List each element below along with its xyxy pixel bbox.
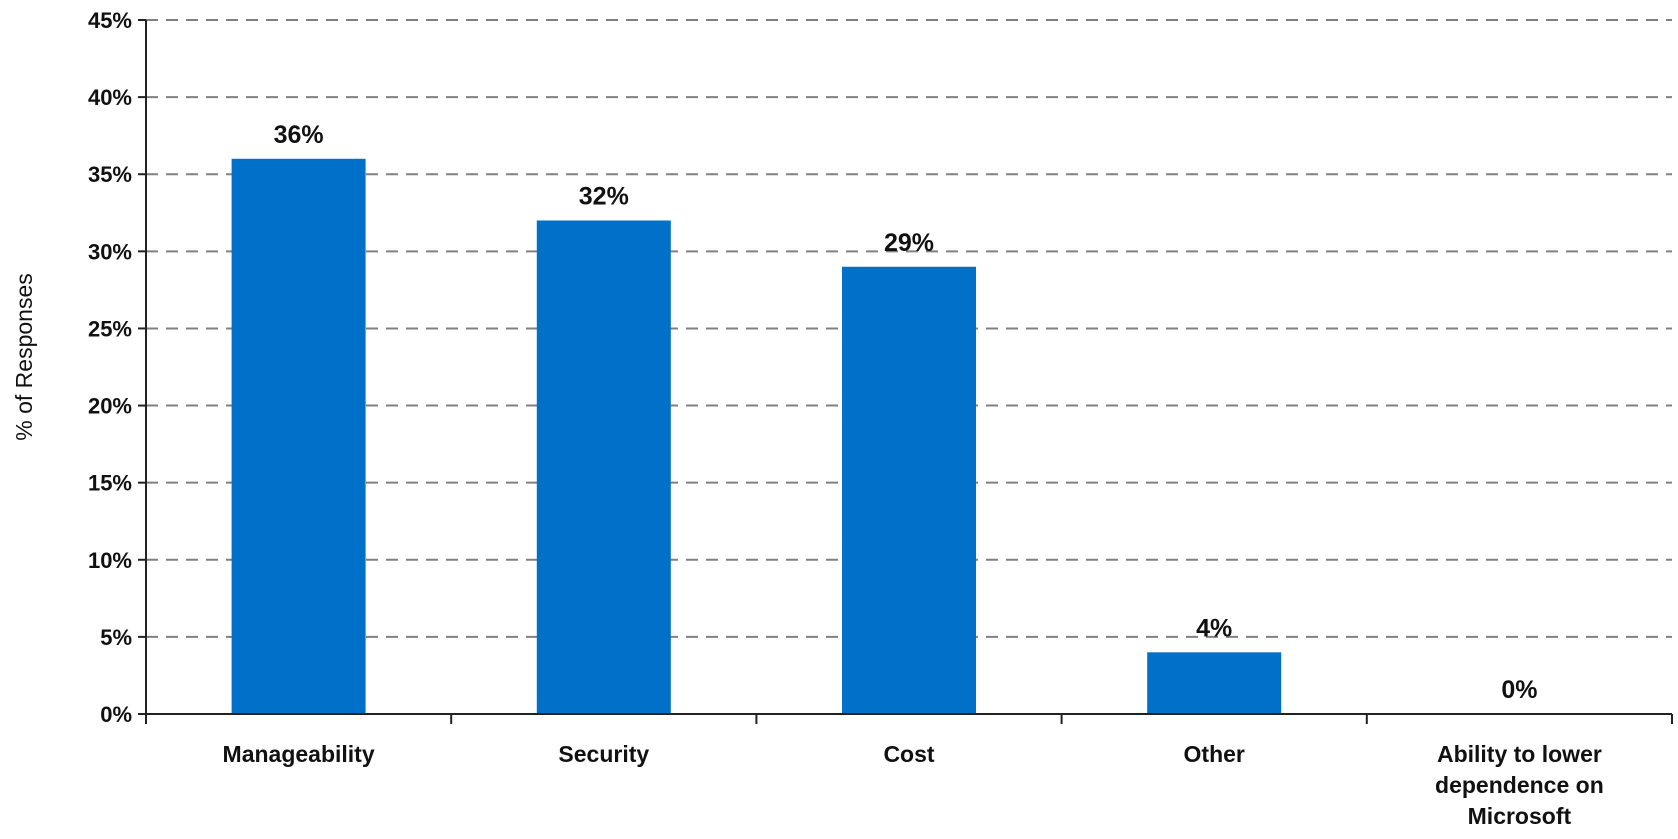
y-tick-label: 35% bbox=[88, 162, 132, 187]
data-label: 36% bbox=[274, 121, 324, 149]
y-axis-title: % of Responses bbox=[11, 273, 37, 440]
y-tick-label: 10% bbox=[88, 548, 132, 573]
data-label: 32% bbox=[579, 182, 629, 210]
axes bbox=[138, 19, 1673, 724]
y-tick-label: 20% bbox=[88, 394, 132, 419]
bar bbox=[231, 158, 366, 715]
data-label: 4% bbox=[1196, 614, 1232, 642]
y-tick-label: 5% bbox=[100, 625, 132, 650]
y-tick-label: 45% bbox=[88, 8, 132, 33]
data-label: 29% bbox=[884, 229, 934, 257]
data-label: 0% bbox=[1501, 676, 1537, 704]
y-tick-label: 15% bbox=[88, 471, 132, 496]
x-tick-label: Other bbox=[1184, 741, 1245, 767]
y-tick-label: 25% bbox=[88, 316, 132, 341]
bar bbox=[536, 220, 671, 714]
x-tick-label: Security bbox=[558, 741, 649, 767]
y-tick-label: 40% bbox=[88, 85, 132, 110]
x-tick-label: Cost bbox=[883, 741, 934, 767]
bar bbox=[1147, 652, 1282, 714]
labels: 0% 5% 10% 15% 20% 25% 30% 35% 40% 45% 36% Manageabi… bbox=[88, 8, 1604, 829]
bars bbox=[231, 158, 1282, 715]
y-tick-label: 0% bbox=[100, 702, 132, 727]
x-tick-label: Manageability bbox=[223, 741, 375, 767]
x-tick-label: Ability to lower dependence on Microsoft bbox=[1435, 741, 1604, 829]
y-tick-label: 30% bbox=[88, 239, 132, 264]
bar bbox=[842, 266, 976, 714]
